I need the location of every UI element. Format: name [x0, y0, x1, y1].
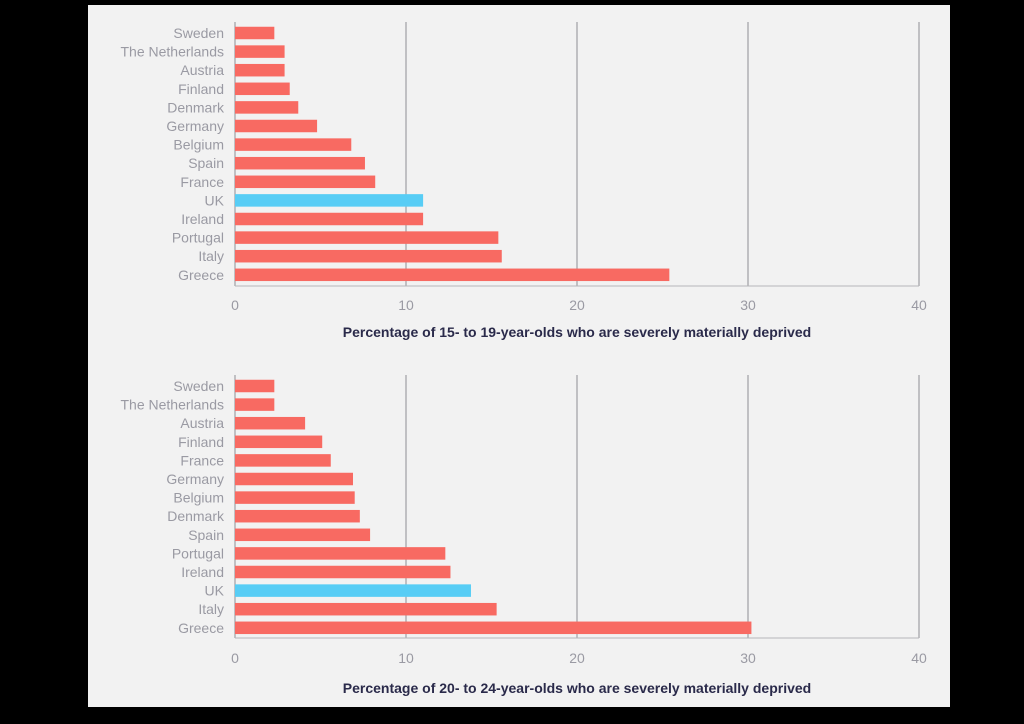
- bar: [235, 584, 471, 597]
- bar: [235, 454, 331, 467]
- bar: [235, 621, 752, 635]
- bar: [235, 528, 371, 542]
- category-label: Germany: [166, 118, 224, 134]
- category-label: Portugal: [172, 545, 224, 561]
- bar: [235, 472, 353, 486]
- bar: [235, 26, 275, 40]
- bar: [235, 156, 365, 170]
- chart-20-24: Sweden The Netherlands Austria Finland Franc…: [120, 375, 927, 696]
- category-label: Italy: [198, 601, 224, 617]
- category-label: UK: [205, 583, 225, 599]
- category-label: Spain: [188, 527, 224, 543]
- bar: [235, 249, 502, 263]
- category-label: Italy: [198, 248, 224, 264]
- bar: [235, 194, 424, 207]
- bar: [235, 565, 451, 579]
- x-axis-title: Percentage of 15- to 19-year-olds who ar…: [343, 324, 811, 340]
- category-label: Belgium: [173, 137, 224, 153]
- category-label: Spain: [188, 155, 224, 171]
- category-label: Ireland: [181, 211, 224, 227]
- category-label: Austria: [180, 62, 224, 78]
- bar: [235, 491, 355, 504]
- bar: [235, 602, 497, 616]
- tick-label: 0: [231, 650, 239, 666]
- bar: [235, 509, 360, 523]
- tick-label: 30: [740, 297, 756, 313]
- bar: [235, 379, 275, 393]
- tick-label: 10: [398, 297, 414, 313]
- chart-panel: [88, 5, 950, 707]
- category-label: Portugal: [172, 230, 224, 246]
- category-label: Austria: [180, 415, 224, 431]
- category-label: Finland: [178, 81, 224, 97]
- tick-label: 40: [911, 650, 927, 666]
- category-label: Belgium: [173, 490, 224, 506]
- category-label: Sweden: [173, 25, 224, 41]
- category-label: UK: [205, 192, 225, 208]
- category-label: The Netherlands: [120, 44, 224, 60]
- tick-label: 40: [911, 297, 927, 313]
- category-label: Germany: [166, 471, 224, 487]
- bar: [235, 212, 424, 226]
- category-label: Greece: [178, 620, 224, 636]
- category-label: Denmark: [167, 508, 225, 524]
- bar: [235, 268, 670, 282]
- tick-label: 0: [231, 297, 239, 313]
- category-label: Greece: [178, 267, 224, 283]
- tick-label: 20: [569, 297, 585, 313]
- category-label: France: [180, 174, 224, 190]
- tick-label: 30: [740, 650, 756, 666]
- category-label: The Netherlands: [120, 397, 224, 413]
- bar: [235, 231, 499, 244]
- tick-label: 10: [398, 650, 414, 666]
- category-label: Sweden: [173, 378, 224, 394]
- chart-15-19: Sweden The Netherlands Austria Finland Denma…: [120, 22, 927, 340]
- category-label: Denmark: [167, 99, 225, 115]
- bar: [235, 138, 352, 151]
- category-label: Finland: [178, 434, 224, 450]
- x-axis-title: Percentage of 20- to 24-year-olds who ar…: [343, 680, 811, 696]
- tick-label: 20: [569, 650, 585, 666]
- bar: [235, 45, 285, 58]
- bar: [235, 416, 306, 430]
- bar: [235, 435, 323, 449]
- bar: [235, 82, 290, 96]
- bar: [235, 63, 285, 77]
- bar: [235, 175, 376, 189]
- category-label: Ireland: [181, 564, 224, 580]
- bar: [235, 398, 275, 411]
- bar: [235, 101, 299, 114]
- bar: [235, 119, 318, 133]
- category-label: France: [180, 452, 224, 468]
- bar: [235, 547, 446, 560]
